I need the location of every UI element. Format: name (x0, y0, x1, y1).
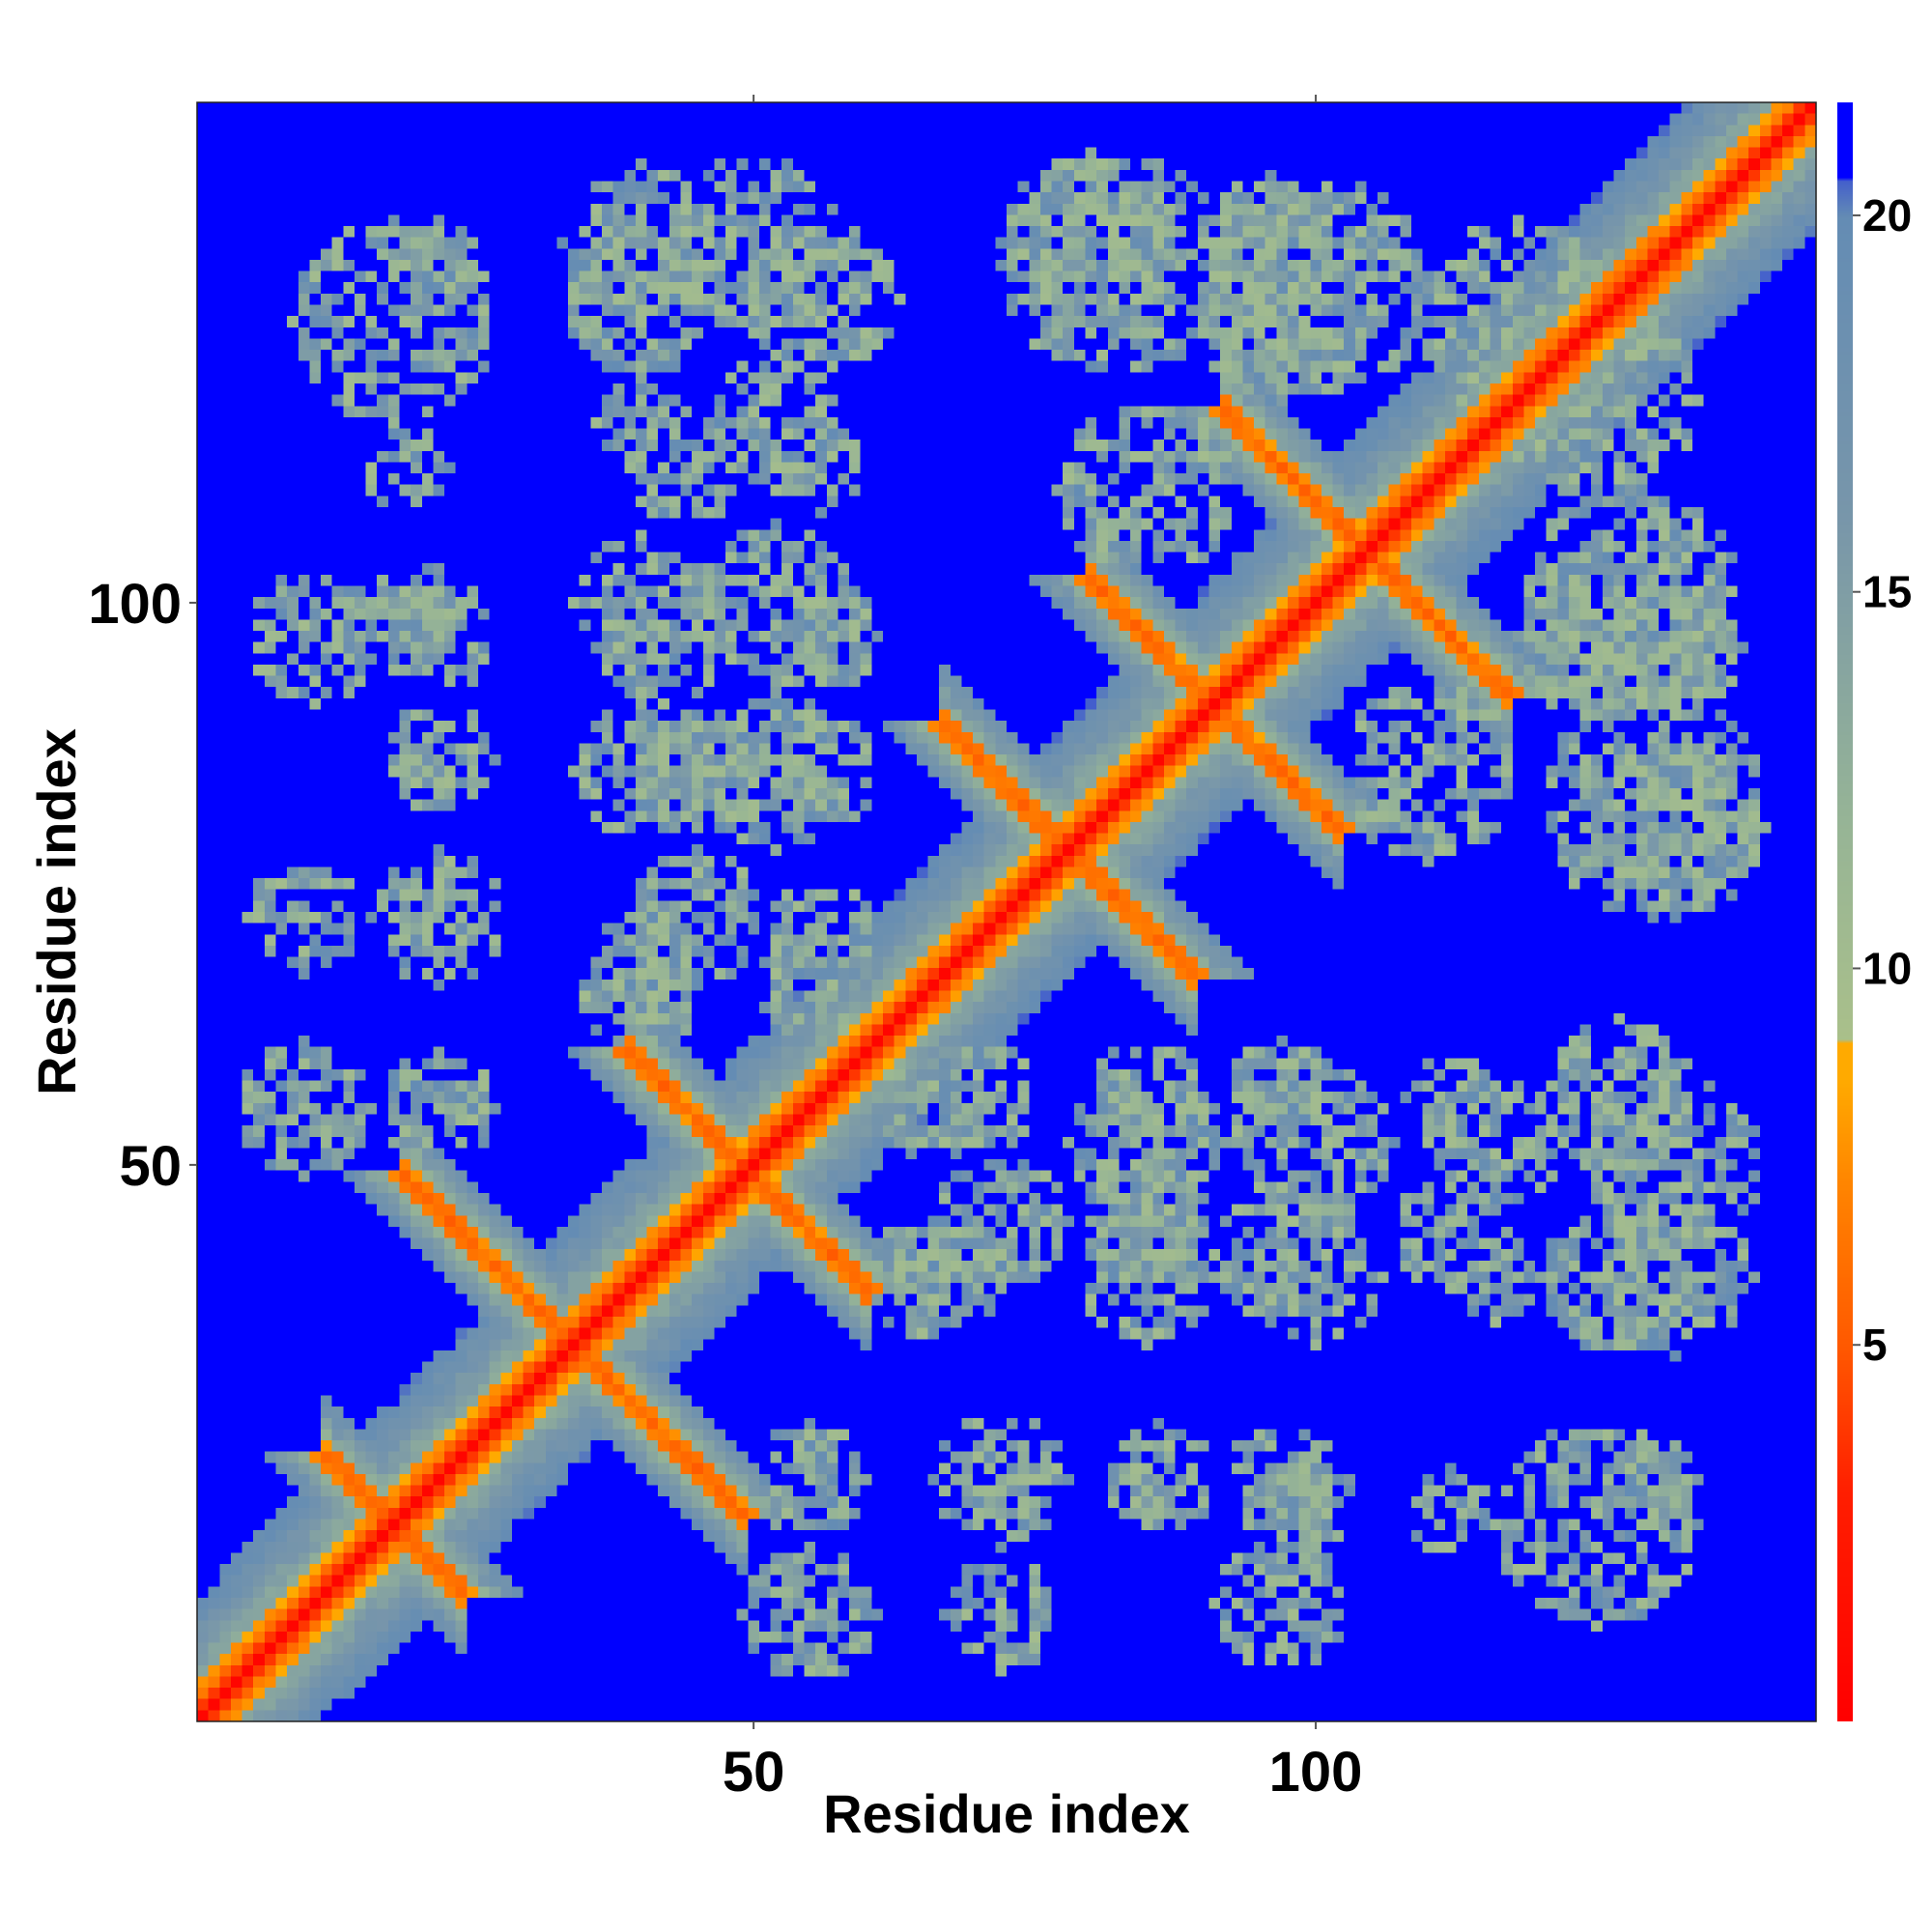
x-axis-title: Residue index (823, 1783, 1190, 1844)
colorbar-axis: 5 10 15 20 (1853, 190, 1912, 1370)
colorbar-tick-label: 10 (1862, 943, 1912, 993)
y-axis: 50 100 Residue index (26, 573, 197, 1198)
colorbar-tick-label: 15 (1862, 567, 1912, 617)
distance-heatmap (197, 102, 1816, 1721)
x-tick-label: 50 (723, 1741, 785, 1804)
colorbar (1837, 102, 1853, 1721)
plot-border (196, 101, 1817, 1722)
y-axis-title: Residue index (26, 728, 87, 1095)
y-tick-label: 100 (88, 573, 182, 636)
colorbar-tick-label: 20 (1862, 190, 1912, 241)
colorbar-tick-label: 5 (1862, 1320, 1888, 1370)
x-tick-label: 100 (1269, 1741, 1363, 1804)
y-tick-label: 50 (119, 1135, 182, 1198)
x-axis: 50 100 Residue index (723, 95, 1363, 1844)
